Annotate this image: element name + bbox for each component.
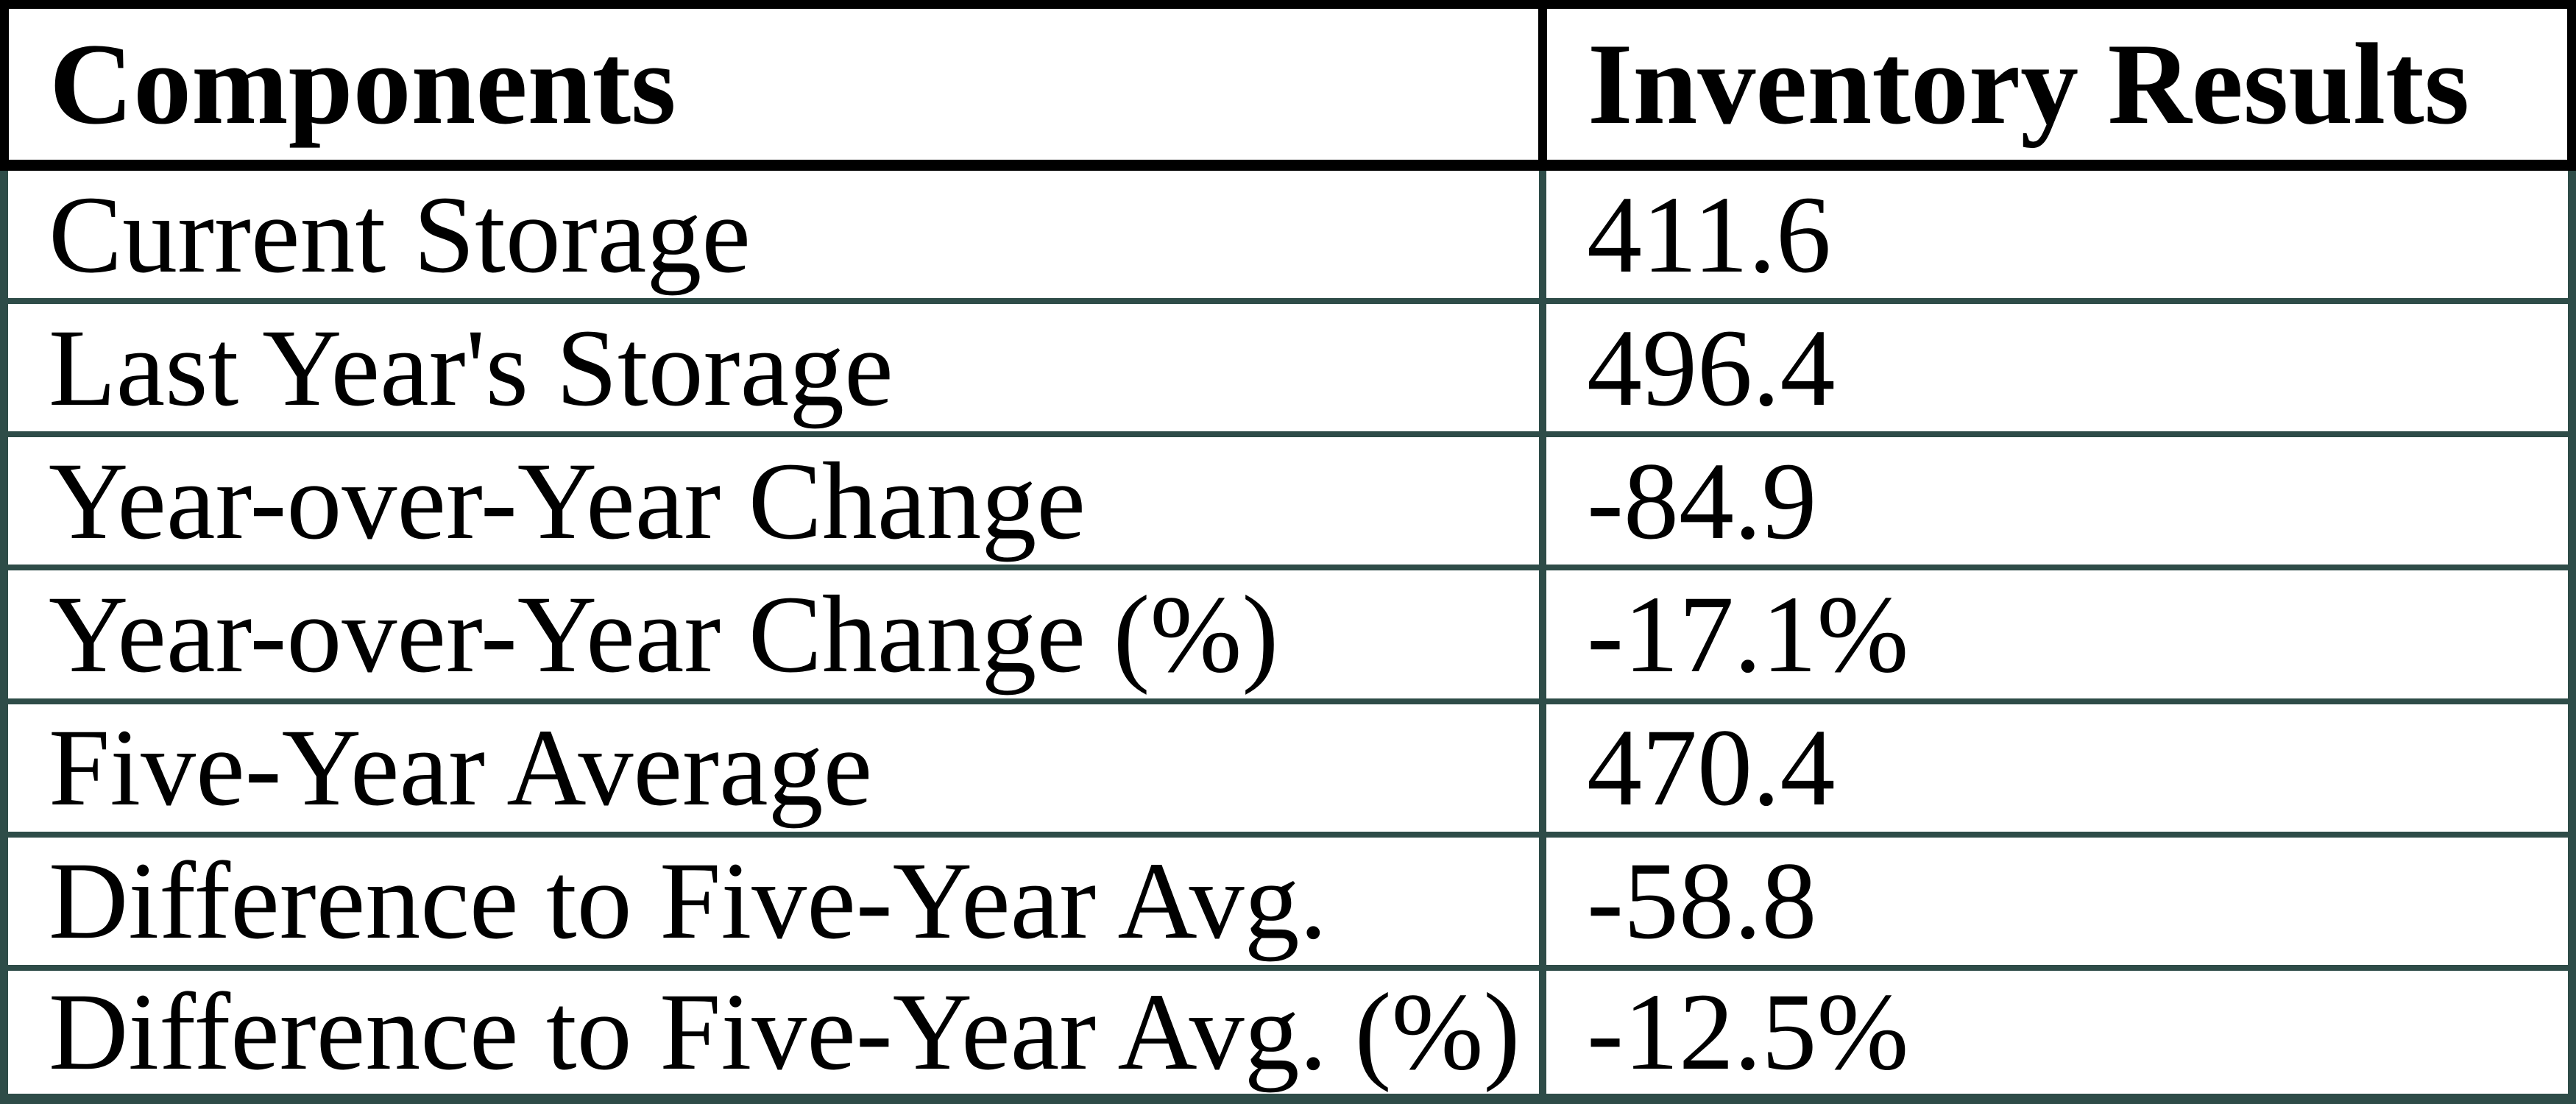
component-cell: Five-Year Average bbox=[8, 704, 1546, 832]
header-cell-inventory-results: Inventory Results bbox=[1547, 9, 2567, 160]
table-row: Year-over-Year Change (%) -17.1% bbox=[0, 570, 2576, 704]
value-cell: 470.4 bbox=[1546, 704, 2568, 832]
component-label: Year-over-Year Change bbox=[49, 439, 1086, 562]
component-label: Five-Year Average bbox=[49, 707, 873, 829]
table-row: Difference to Five-Year Avg. -58.8 bbox=[0, 837, 2576, 971]
table-row: Year-over-Year Change -84.9 bbox=[0, 437, 2576, 571]
component-label: Current Storage bbox=[49, 173, 751, 296]
table-row: Five-Year Average 470.4 bbox=[0, 704, 2576, 838]
component-cell: Year-over-Year Change bbox=[8, 437, 1546, 565]
header-cell-components: Components bbox=[9, 9, 1547, 160]
value-cell: -17.1% bbox=[1546, 570, 2568, 698]
header-label-components: Components bbox=[49, 19, 676, 149]
component-cell: Year-over-Year Change (%) bbox=[8, 570, 1546, 698]
value-text: -12.5% bbox=[1587, 971, 1909, 1094]
component-label: Difference to Five-Year Avg. bbox=[49, 840, 1328, 963]
value-text: -84.9 bbox=[1587, 439, 1817, 562]
table-row: Last Year's Storage 496.4 bbox=[0, 304, 2576, 438]
value-text: 470.4 bbox=[1587, 707, 1836, 829]
component-label: Last Year's Storage bbox=[49, 306, 894, 429]
value-cell: -84.9 bbox=[1546, 437, 2568, 565]
value-text: -17.1% bbox=[1587, 573, 1909, 696]
component-cell: Last Year's Storage bbox=[8, 304, 1546, 432]
table-row: Difference to Five-Year Avg. (%) -12.5% bbox=[0, 970, 2576, 1104]
component-label: Difference to Five-Year Avg. (%) bbox=[49, 971, 1521, 1094]
value-cell: 496.4 bbox=[1546, 304, 2568, 431]
value-cell: -58.8 bbox=[1546, 838, 2568, 965]
value-text: -58.8 bbox=[1587, 840, 1817, 963]
table-header-row: Components Inventory Results bbox=[0, 0, 2576, 171]
value-text: 411.6 bbox=[1587, 173, 1831, 296]
value-text: 496.4 bbox=[1587, 306, 1836, 429]
header-label-inventory-results: Inventory Results bbox=[1588, 19, 2470, 149]
component-cell: Difference to Five-Year Avg. (%) bbox=[8, 970, 1546, 1094]
component-cell: Difference to Five-Year Avg. bbox=[8, 837, 1546, 965]
component-label: Year-over-Year Change (%) bbox=[49, 573, 1279, 696]
value-cell: 411.6 bbox=[1546, 171, 2568, 298]
component-cell: Current Storage bbox=[8, 171, 1546, 299]
table-row: Current Storage 411.6 bbox=[0, 171, 2576, 305]
value-cell: -12.5% bbox=[1546, 971, 2568, 1094]
